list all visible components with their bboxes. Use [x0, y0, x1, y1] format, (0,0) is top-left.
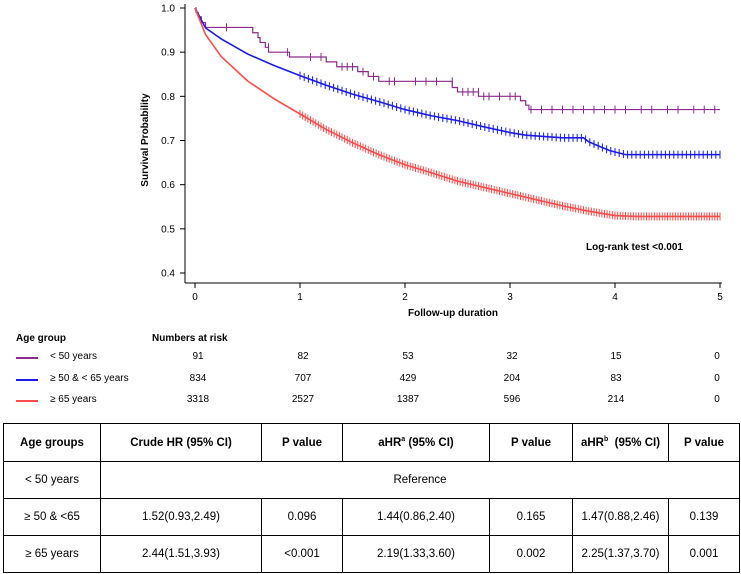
x-axis-title: Follow-up duration [408, 308, 498, 319]
cell-p-value: 0.139 [668, 498, 740, 536]
log-rank-annotation: Log-rank test <0.001 [586, 242, 683, 253]
table-row: < 50 years Reference [3, 461, 740, 499]
risk-count: 15 [610, 351, 622, 362]
header-ahr-a: aHRa (95% CI) [342, 423, 490, 462]
x-tick-label: 5 [717, 292, 723, 303]
series-line-0 [195, 7, 720, 111]
y-axis-title: Survival Probability [140, 93, 151, 187]
y-tick-label: 0.5 [161, 224, 175, 235]
cell-p-value: 0.096 [261, 498, 343, 536]
risk-row-legend-line [16, 379, 38, 381]
cell-p-value: 0.165 [489, 498, 573, 536]
risk-row-legend-line [16, 400, 38, 402]
y-tick-label: 0.9 [161, 48, 175, 59]
hazard-ratio-table: Age groups Crude HR (95% CI) P value aHR… [3, 423, 740, 573]
cell-crude-hr: 2.44(1.51,3.93) [100, 535, 262, 573]
header-p-value-1: P value [261, 423, 343, 462]
risk-count: 707 [294, 373, 312, 384]
table-row: ≥ 65 years 2.44(1.51,3.93) <0.001 2.19(1… [3, 535, 740, 573]
risk-row: ≥ 65 years 3318 2527 1387 596 214 0 [0, 394, 741, 408]
header-p-value-3: P value [668, 423, 740, 462]
cell-ahr-a: 1.44(0.86,2.40) [342, 498, 490, 536]
risk-count: 0 [714, 351, 720, 362]
risk-row: < 50 years 91 82 53 32 15 0 [0, 351, 741, 365]
cell-p-value: 0.002 [489, 535, 573, 573]
cell-crude-hr: 1.52(0.93,2.49) [100, 498, 262, 536]
y-tick-label: 0.6 [161, 180, 175, 191]
age-group-header: Age group [16, 333, 66, 344]
series-line-1 [194, 7, 720, 156]
header-age-groups: Age groups [3, 423, 101, 462]
risk-row-label: < 50 years [50, 351, 97, 362]
x-tick-label: 2 [402, 292, 408, 303]
risk-count: 0 [714, 394, 720, 405]
risk-count: 83 [610, 373, 622, 384]
risk-count: 429 [399, 373, 417, 384]
cell-ahr-b: 2.25(1.37,3.70) [572, 535, 669, 573]
risk-count: 1387 [396, 394, 420, 405]
risk-count: 91 [192, 351, 204, 362]
cell-ahr-a: 2.19(1.33,3.60) [342, 535, 490, 573]
risk-count: 214 [607, 394, 625, 405]
risk-count: 596 [503, 394, 521, 405]
risk-row-label: ≥ 65 years [50, 394, 97, 405]
risk-count: 53 [402, 351, 414, 362]
cell-p-value: 0.001 [668, 535, 740, 573]
chart-series-layer [194, 7, 721, 221]
risk-count: 834 [189, 373, 207, 384]
cell-group: ≥ 50 & <65 [3, 498, 101, 536]
y-tick-label: 0.7 [161, 136, 175, 147]
x-tick-label: 4 [612, 292, 618, 303]
table-row: ≥ 50 & <65 1.52(0.93,2.49) 0.096 1.44(0.… [3, 498, 740, 536]
chart-axes: 0 1 2 3 4 5 0.4 0.5 0.6 0.7 0.8 0.9 1.0 [161, 4, 723, 304]
cell-p-value: <0.001 [261, 535, 343, 573]
y-tick-label: 1.0 [161, 4, 175, 15]
cell-ahr-b: 1.47(0.88,2.46) [572, 498, 669, 536]
cell-reference: Reference [100, 461, 740, 499]
x-tick-label: 3 [507, 292, 513, 303]
cell-group: < 50 years [3, 461, 101, 499]
risk-count: 0 [714, 373, 720, 384]
y-tick-label: 0.4 [161, 269, 175, 280]
risk-count: 82 [297, 351, 309, 362]
x-tick-label: 0 [192, 292, 198, 303]
risk-row-legend-line [16, 357, 38, 359]
risk-count: 32 [506, 351, 518, 362]
header-crude-hr: Crude HR (95% CI) [100, 423, 262, 462]
header-ahr-b: aHRb (95% CI) [572, 423, 669, 462]
table-header-row: Age groups Crude HR (95% CI) P value aHR… [3, 423, 740, 462]
cell-group: ≥ 65 years [3, 535, 101, 573]
header-p-value-2: P value [489, 423, 573, 462]
risk-row-label: ≥ 50 & < 65 years [50, 373, 129, 384]
risk-count: 204 [503, 373, 521, 384]
numbers-at-risk-header: Numbers at risk [152, 333, 228, 344]
y-tick-label: 0.8 [161, 92, 175, 103]
x-tick-label: 1 [297, 292, 303, 303]
risk-count: 3318 [186, 394, 210, 405]
risk-count: 2527 [291, 394, 315, 405]
km-chart: 0 1 2 3 4 5 0.4 0.5 0.6 0.7 0.8 0.9 1.0 Survival Pro… [140, 4, 723, 320]
risk-row: ≥ 50 & < 65 years 834 707 429 204 83 0 [0, 373, 741, 387]
